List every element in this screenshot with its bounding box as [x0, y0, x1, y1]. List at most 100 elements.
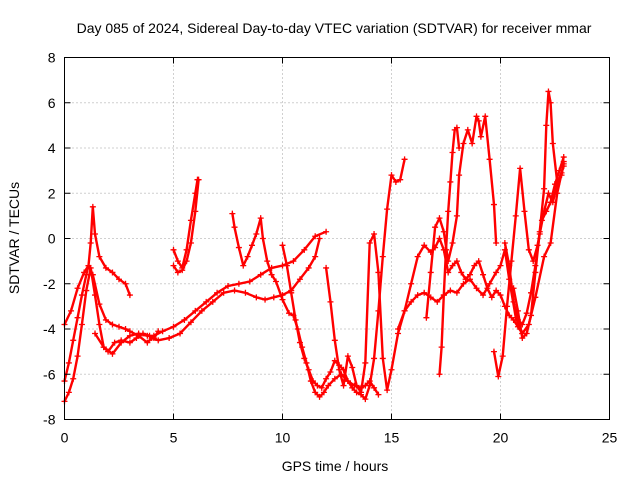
data-point [449, 262, 456, 269]
data-point [447, 287, 454, 294]
data-point [170, 262, 177, 269]
data-point [268, 271, 275, 278]
data-point [460, 280, 467, 287]
data-point [122, 280, 129, 287]
data-point [155, 337, 162, 344]
data-point [427, 269, 434, 276]
series-sat-m [510, 88, 567, 342]
data-point [506, 262, 513, 269]
data-point [305, 264, 312, 271]
data-point [301, 246, 308, 253]
data-point [397, 176, 404, 183]
data-point [231, 287, 238, 294]
data-point [316, 235, 323, 242]
series-line [438, 126, 461, 376]
data-point [316, 393, 323, 400]
data-point [83, 271, 90, 278]
data-point [242, 289, 249, 296]
data-point [401, 307, 408, 314]
data-point [349, 364, 356, 371]
data-point [453, 124, 460, 131]
series-sat-e [170, 176, 202, 276]
y-tick-label: -6 [43, 366, 56, 382]
data-point [144, 332, 151, 339]
data-point [283, 262, 290, 269]
data-point [344, 378, 351, 385]
data-point [456, 172, 463, 179]
data-point [314, 382, 321, 389]
data-point [118, 339, 125, 346]
data-point [240, 262, 247, 269]
data-point [279, 296, 286, 303]
data-point [92, 230, 99, 237]
data-point [85, 262, 92, 269]
data-point [248, 242, 255, 249]
data-point [366, 382, 373, 389]
data-point [466, 271, 473, 278]
data-point [209, 298, 216, 305]
series-sat-k [436, 124, 463, 378]
data-point [292, 316, 299, 323]
data-point [490, 201, 497, 208]
data-point [449, 240, 456, 247]
data-point [357, 389, 364, 396]
data-point [89, 271, 96, 278]
data-point [257, 271, 264, 278]
data-point [475, 258, 482, 265]
data-point [497, 262, 504, 269]
data-point [484, 285, 491, 292]
x-tick-label: 15 [384, 430, 400, 446]
data-point [445, 208, 452, 215]
data-point [497, 292, 504, 299]
data-point [532, 262, 539, 269]
data-point [371, 384, 378, 391]
data-point [102, 316, 109, 323]
data-point [512, 212, 519, 219]
data-point [192, 307, 199, 314]
data-point [549, 199, 556, 206]
data-point [220, 289, 227, 296]
x-tick-label: 0 [61, 430, 69, 446]
data-point [192, 208, 199, 215]
data-point [460, 140, 467, 147]
data-point [499, 353, 506, 360]
data-point [159, 328, 166, 335]
data-point [547, 240, 554, 247]
data-point [312, 233, 319, 240]
data-point [486, 280, 493, 287]
data-point [231, 224, 238, 231]
data-point [490, 348, 497, 355]
data-point [523, 310, 530, 317]
data-point [421, 289, 428, 296]
data-point [414, 253, 421, 260]
data-point [545, 88, 552, 95]
data-point [443, 246, 449, 253]
data-point [286, 310, 293, 317]
data-point [135, 330, 142, 337]
data-point [244, 253, 251, 260]
data-point [388, 366, 395, 373]
data-point [528, 312, 535, 319]
data-point [192, 190, 199, 197]
data-point [375, 391, 382, 398]
data-point [379, 253, 386, 260]
data-point [379, 355, 386, 362]
data-point [541, 208, 548, 215]
data-point [349, 384, 356, 391]
data-point [187, 240, 194, 247]
data-point [434, 298, 441, 305]
data-point [183, 258, 190, 265]
data-point [344, 353, 351, 360]
data-point [253, 230, 260, 237]
data-point [96, 253, 103, 260]
data-point [547, 99, 554, 106]
data-point [150, 332, 157, 339]
data-point [480, 271, 487, 278]
data-point [68, 307, 75, 314]
data-point [395, 326, 402, 332]
data-point [541, 185, 548, 192]
data-point [438, 344, 445, 351]
series-line [512, 90, 565, 340]
data-point [320, 389, 327, 396]
series-sat-d [92, 228, 330, 357]
